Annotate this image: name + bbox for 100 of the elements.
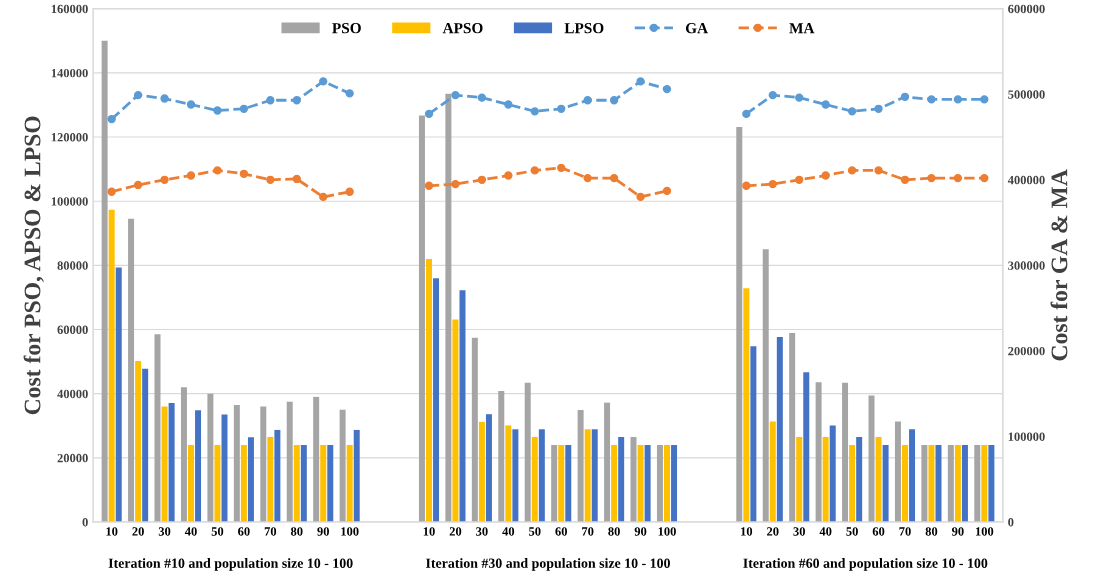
x-tick-label: 10	[423, 527, 435, 536]
point	[662, 186, 672, 196]
y2-tick-label: 600000	[1008, 4, 1045, 14]
bar	[339, 409, 346, 522]
bar	[803, 372, 810, 522]
point	[557, 163, 566, 172]
bar	[988, 445, 995, 522]
x-tick-label: 40	[502, 527, 515, 536]
point	[927, 95, 936, 104]
bar	[736, 127, 743, 522]
point	[821, 100, 830, 109]
point	[847, 107, 857, 116]
x-tick-label: 90	[317, 527, 329, 536]
point	[319, 77, 328, 86]
point	[874, 104, 883, 113]
x-tick-label: 10	[741, 527, 753, 536]
bar	[240, 445, 247, 522]
x-tick-label: 80	[290, 527, 303, 536]
bar	[551, 445, 558, 522]
bar	[565, 445, 572, 522]
point	[821, 171, 830, 180]
bar	[591, 429, 598, 522]
point	[266, 175, 275, 184]
bar	[743, 288, 750, 522]
bar	[180, 387, 187, 522]
x-tick-label: 40	[184, 527, 197, 536]
point	[239, 104, 249, 113]
bar	[320, 445, 327, 522]
y-tick-label: 120000	[51, 133, 88, 142]
x-tick-label: 80	[925, 527, 938, 536]
bar	[512, 429, 519, 522]
bar	[128, 218, 135, 522]
point	[477, 93, 487, 102]
point	[213, 166, 222, 175]
point	[424, 181, 434, 190]
bar	[789, 333, 796, 522]
point	[557, 104, 566, 113]
point	[742, 109, 751, 119]
x-tick-label: 30	[158, 527, 171, 536]
point	[160, 94, 169, 103]
point	[636, 192, 645, 202]
y-tick-label: 80000	[57, 261, 88, 270]
x-tick-label: 50	[529, 527, 541, 536]
bar	[214, 445, 221, 522]
bar	[293, 445, 300, 522]
point	[768, 90, 777, 100]
point	[900, 92, 910, 101]
bar	[656, 445, 663, 522]
bar	[577, 410, 584, 522]
point	[213, 106, 222, 115]
x-tick-label: 80	[608, 527, 620, 536]
point	[186, 100, 196, 109]
bar	[478, 421, 485, 522]
legend-label: PSO	[332, 23, 361, 34]
y2-tick-label: 400000	[1007, 175, 1045, 185]
point	[107, 114, 116, 124]
bar	[433, 278, 440, 522]
bar	[894, 421, 901, 522]
point	[583, 96, 592, 105]
bar	[485, 414, 492, 522]
text: Iteration #60 and population size 10 - 100	[743, 558, 988, 571]
y-tick-label: 100000	[51, 197, 88, 206]
bar	[353, 429, 360, 522]
bar	[611, 445, 618, 522]
bar	[584, 429, 591, 522]
x-tick-label: 70	[899, 527, 911, 536]
bar	[313, 396, 320, 522]
bar	[426, 258, 432, 522]
bar	[618, 436, 625, 522]
point	[160, 175, 169, 184]
legend-label: MA	[789, 23, 815, 34]
x-tick-label: 20	[449, 527, 462, 536]
bar	[664, 445, 670, 522]
legend-label: APSO	[442, 23, 483, 34]
bar	[505, 425, 512, 522]
bar	[954, 445, 961, 522]
point	[133, 90, 143, 100]
bar	[161, 406, 168, 522]
x-tick-label: 100	[658, 527, 676, 536]
x-tick-label: 60	[872, 527, 885, 536]
point	[504, 171, 513, 180]
bar	[471, 337, 478, 522]
bar	[604, 402, 611, 522]
bar	[909, 429, 916, 522]
y-tick-label: 20000	[57, 453, 88, 463]
x-tick-label: 100	[341, 527, 359, 536]
bar	[875, 436, 882, 522]
point	[900, 175, 910, 184]
bar	[327, 445, 334, 522]
bar	[776, 336, 783, 522]
bar	[135, 360, 142, 522]
bar	[142, 368, 149, 522]
bar	[445, 93, 452, 522]
point	[530, 166, 539, 175]
point	[530, 107, 539, 116]
bar	[247, 437, 254, 522]
bar	[762, 249, 769, 522]
point	[345, 187, 354, 196]
x-tick-label: 70	[582, 527, 594, 536]
bar	[452, 319, 459, 522]
